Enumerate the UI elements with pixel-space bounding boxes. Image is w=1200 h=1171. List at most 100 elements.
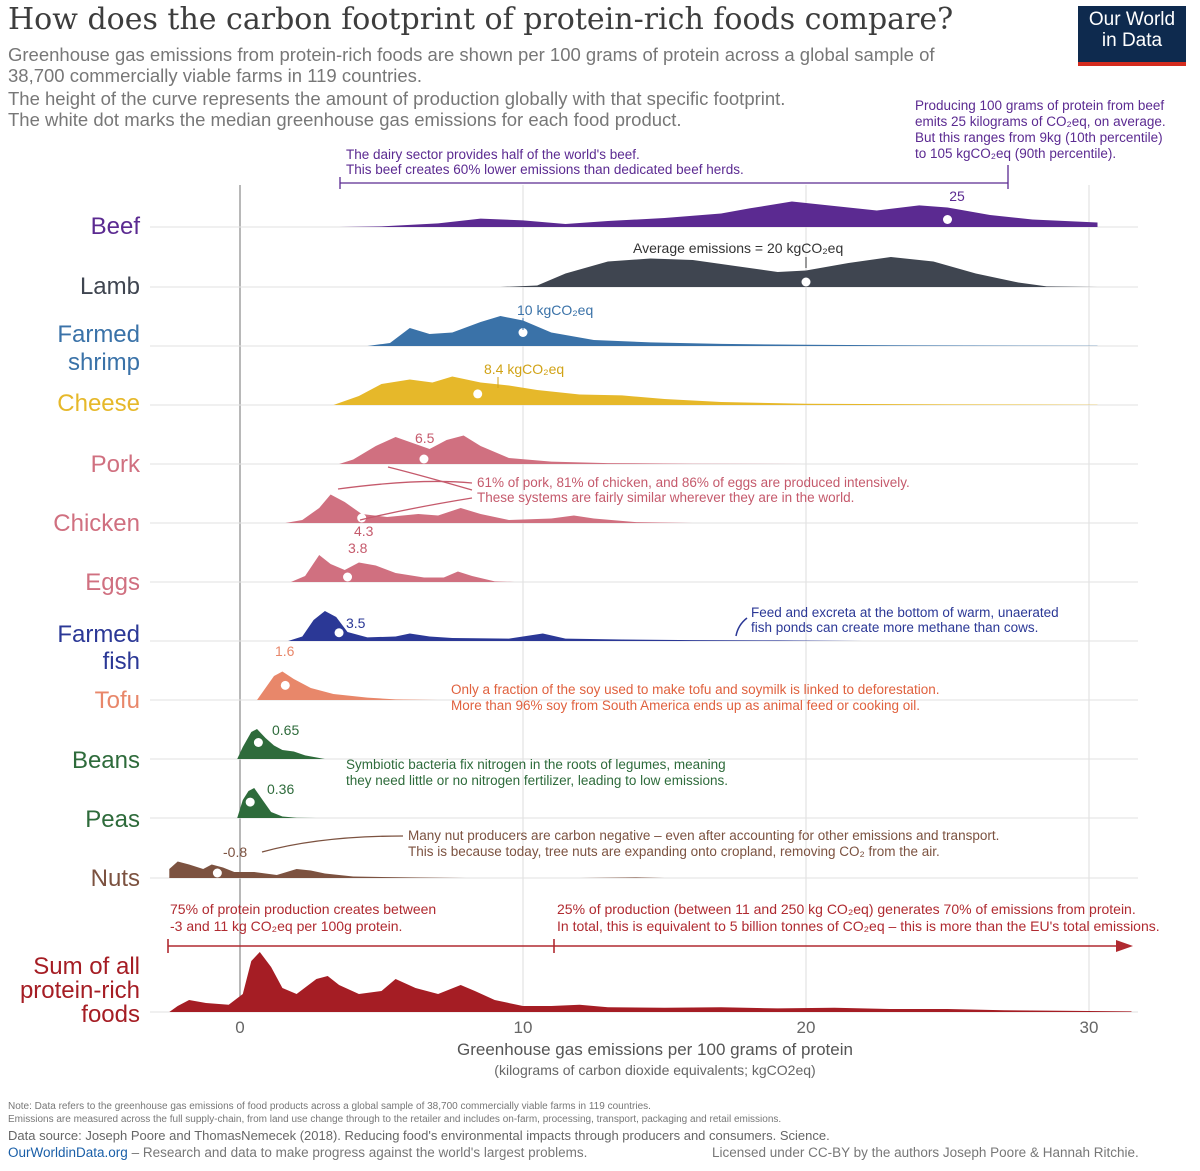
food-label: shrimp — [68, 349, 140, 376]
annotation-fish: Feed and excreta at the bottom of warm, … — [751, 605, 1059, 620]
subtitle-line-2: 38,700 commercially viable farms in 119 … — [8, 65, 423, 86]
annotation-low: 75% of protein production creates betwee… — [170, 901, 436, 917]
median-dot — [943, 215, 952, 224]
footer-note-2: Emissions are measured across the full s… — [8, 1114, 782, 1125]
median-label: 1.6 — [275, 643, 295, 659]
food-label: Nuts — [91, 865, 140, 892]
x-axis-sublabel: (kilograms of carbon dioxide equivalents… — [494, 1062, 815, 1078]
density-nuts — [169, 861, 1132, 878]
median-label: 10 kgCO₂eq — [517, 302, 593, 318]
density-tofu — [257, 671, 439, 700]
annotation-tofu: Only a fraction of the soy used to make … — [451, 682, 940, 697]
density-beef — [339, 201, 1098, 227]
x-tick-label: 20 — [797, 1018, 816, 1037]
logo-line-2: in Data — [1101, 30, 1163, 51]
annotation-high: 25% of production (between 11 and 250 kg… — [557, 901, 1136, 917]
owid-logo[interactable]: Our World in Data — [1078, 6, 1186, 66]
sum-label: protein-rich — [20, 977, 140, 1004]
density-sum-of-all — [169, 952, 1132, 1012]
density-cheese — [333, 376, 1098, 405]
median-label: -0.8 — [223, 844, 247, 860]
annotation-tofu: More than 96% soy from South America end… — [451, 698, 920, 713]
x-tick-label: 0 — [235, 1018, 244, 1037]
annotation-beef: to 105 kgCO₂eq (90th percentile). — [915, 146, 1116, 161]
density-beans — [237, 729, 325, 759]
footer-note-1: Note: Data refers to the greenhouse gas … — [8, 1101, 651, 1112]
annotation-beef-range: This beef creates 60% lower emissions th… — [346, 162, 744, 177]
sum-label: foods — [81, 1001, 140, 1028]
x-tick-label: 30 — [1080, 1018, 1099, 1037]
annotation-arrow — [359, 497, 473, 521]
annotation-arrow — [337, 480, 473, 490]
median-label: 6.5 — [415, 430, 435, 446]
annotation-beef: But this ranges from 9kg (10th percentil… — [915, 130, 1163, 145]
food-label: Chicken — [53, 510, 140, 537]
density-farmed-fish — [288, 611, 863, 641]
owid-site-link[interactable]: OurWorldinData.org — [8, 1145, 128, 1160]
annotation-nuts: Many nut producers are carbon negative –… — [408, 828, 999, 843]
annotation-beef: Producing 100 grams of protein from beef — [915, 98, 1164, 113]
subtitle-line-4: The white dot marks the median greenhous… — [8, 109, 682, 130]
median-dot — [419, 454, 429, 464]
logo-line-1: Our World — [1088, 9, 1176, 30]
median-dot — [518, 328, 528, 337]
footer-source: Data source: Joseph Poore and ThomasNeme… — [8, 1128, 830, 1143]
food-label: Eggs — [85, 569, 140, 596]
median-label: 3.8 — [348, 540, 368, 556]
footer-license: Licensed under CC-BY by the authors Jose… — [712, 1145, 1139, 1160]
median-label: Average emissions = 20 kgCO₂eq — [633, 240, 843, 256]
food-label: Farmed — [57, 621, 140, 648]
annotation-nuts: This is because today, tree nuts are exp… — [408, 844, 940, 859]
food-label: Beef — [91, 213, 141, 240]
subtitle-line-1: Greenhouse gas emissions from protein-ri… — [8, 44, 935, 65]
food-label: Cheese — [57, 390, 140, 417]
food-label: Farmed — [57, 321, 140, 348]
logo-accent-bar — [1078, 62, 1186, 66]
footer-tagline: – Research and data to make progress aga… — [127, 1145, 588, 1160]
food-label: Beans — [72, 747, 140, 774]
median-dot — [212, 868, 222, 878]
density-pork — [339, 435, 962, 464]
x-axis-label: Greenhouse gas emissions per 100 grams o… — [457, 1040, 853, 1059]
annotation-legumes: they need little or no nitrogen fertiliz… — [346, 773, 728, 788]
x-tick-label: 10 — [514, 1018, 533, 1037]
annotation-intensive: These systems are fairly similar whereve… — [477, 490, 854, 505]
food-label: Peas — [85, 806, 140, 833]
median-dot — [280, 680, 290, 690]
median-label: 4.3 — [354, 523, 374, 539]
sum-label: Sum of all — [33, 953, 140, 980]
median-dot — [253, 738, 263, 747]
chart-title: How does the carbon footprint of protein… — [8, 2, 954, 37]
annotation-legumes: Symbiotic bacteria fix nitrogen in the r… — [346, 757, 726, 772]
median-dot — [357, 513, 367, 523]
sum-range-arrowhead — [1116, 940, 1133, 952]
median-label: 8.4 kgCO₂eq — [484, 361, 564, 377]
subtitle-line-3: The height of the curve represents the a… — [8, 88, 786, 109]
density-peas — [237, 788, 317, 818]
annotation-high: In total, this is equivalent to 5 billio… — [557, 918, 1160, 934]
median-dot — [334, 628, 344, 638]
annotation-arrow — [387, 466, 473, 491]
density-farmed-shrimp — [367, 316, 1098, 346]
median-dot — [343, 572, 353, 582]
food-label: Tofu — [95, 687, 140, 714]
median-label: 0.65 — [272, 722, 299, 738]
median-label: 0.36 — [267, 781, 294, 797]
annotation-beef-range: The dairy sector provides half of the wo… — [346, 147, 640, 162]
median-dot — [473, 389, 483, 399]
annotation-arrow — [735, 617, 748, 637]
food-label: Pork — [91, 451, 141, 478]
density-chicken — [285, 494, 693, 523]
median-label: 3.5 — [346, 615, 366, 631]
annotation-beef: emits 25 kilograms of CO₂eq, on average. — [915, 114, 1166, 129]
annotation-arrow — [261, 835, 404, 853]
median-label: 25 — [949, 188, 965, 204]
density-lamb — [500, 257, 1098, 287]
median-dot — [245, 797, 255, 807]
food-label: fish — [103, 648, 140, 675]
median-dot — [801, 277, 811, 287]
annotation-fish: fish ponds can create more methane than … — [751, 620, 1038, 635]
annotation-low: -3 and 11 kg CO₂eq per 100g protein. — [170, 918, 402, 934]
annotation-intensive: 61% of pork, 81% of chicken, and 86% of … — [477, 475, 910, 490]
